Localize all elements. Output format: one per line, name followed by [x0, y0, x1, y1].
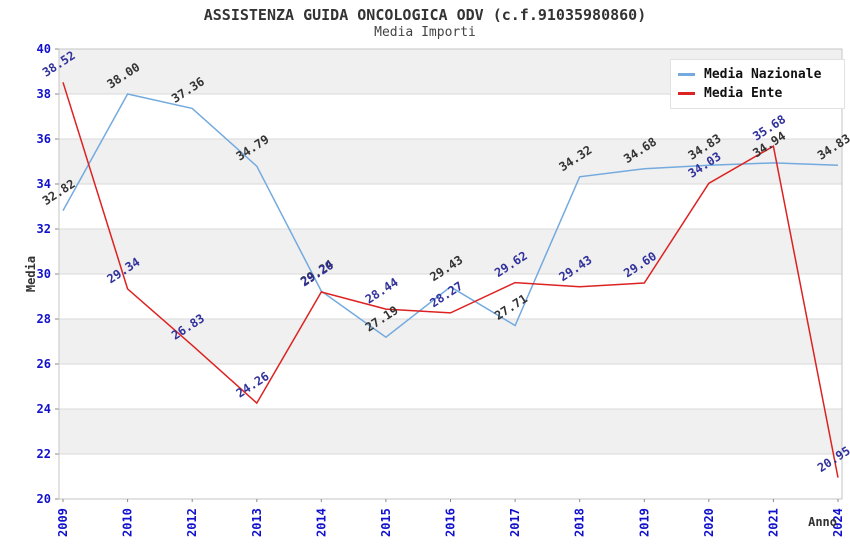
y-tick-label: 38: [37, 87, 51, 101]
y-tick-label: 28: [37, 312, 51, 326]
series-line-media-ente: [62, 82, 839, 478]
x-tick-label: 2024: [831, 508, 845, 537]
x-tick-label: 2018: [573, 508, 587, 537]
x-tick-label: 2015: [379, 508, 393, 537]
x-tick-label: 2012: [185, 508, 199, 537]
plot-band: [59, 454, 842, 499]
legend-item-media-ente: Media Ente: [678, 84, 840, 103]
plot-band: [59, 274, 842, 319]
legend-item-media-nazionale: Media Nazionale: [678, 65, 840, 84]
y-axis-title: Media: [24, 255, 38, 293]
legend-line-swatch-ente: [678, 92, 695, 95]
plot-band: [59, 139, 842, 184]
chart-subtitle: Media Importi: [374, 25, 476, 40]
series-line-media-nazionale: [62, 93, 839, 339]
plot-band: [59, 184, 842, 229]
x-tick-label: 2019: [637, 508, 651, 537]
x-tick-label: 2014: [314, 508, 328, 537]
plot-band: [59, 319, 842, 364]
plot-band: [59, 364, 842, 409]
y-tick-label: 22: [37, 447, 51, 461]
plot-band: [59, 409, 842, 454]
y-tick-label: 20: [37, 492, 51, 506]
x-tick-label: 2017: [508, 508, 522, 537]
y-tick-label: 36: [37, 132, 51, 146]
legend: Media Nazionale Media Ente: [670, 59, 845, 109]
x-tick-label: 2020: [702, 508, 716, 537]
plot-band: [59, 229, 842, 274]
y-tick-label: 40: [37, 42, 51, 56]
y-tick-label: 32: [37, 222, 51, 236]
x-tick-label: 2010: [121, 508, 135, 537]
x-tick-label: 2013: [250, 508, 264, 537]
x-tick-label: 2016: [444, 508, 458, 537]
y-tick-label: 34: [37, 177, 51, 191]
y-tick-label: 26: [37, 357, 51, 371]
x-tick-label: 2021: [766, 508, 780, 537]
y-tick-label: 30: [37, 267, 51, 281]
legend-label-ente: Media Ente: [704, 86, 783, 101]
y-tick-label: 24: [37, 402, 51, 416]
x-axis-title: Anno: [808, 515, 837, 529]
legend-line-swatch-nazionale: [678, 73, 695, 76]
x-tick-label: 2009: [56, 508, 70, 537]
legend-label-nazionale: Media Nazionale: [704, 67, 822, 82]
chart-title: ASSISTENZA GUIDA ONCOLOGICA ODV (c.f.910…: [203, 6, 647, 24]
